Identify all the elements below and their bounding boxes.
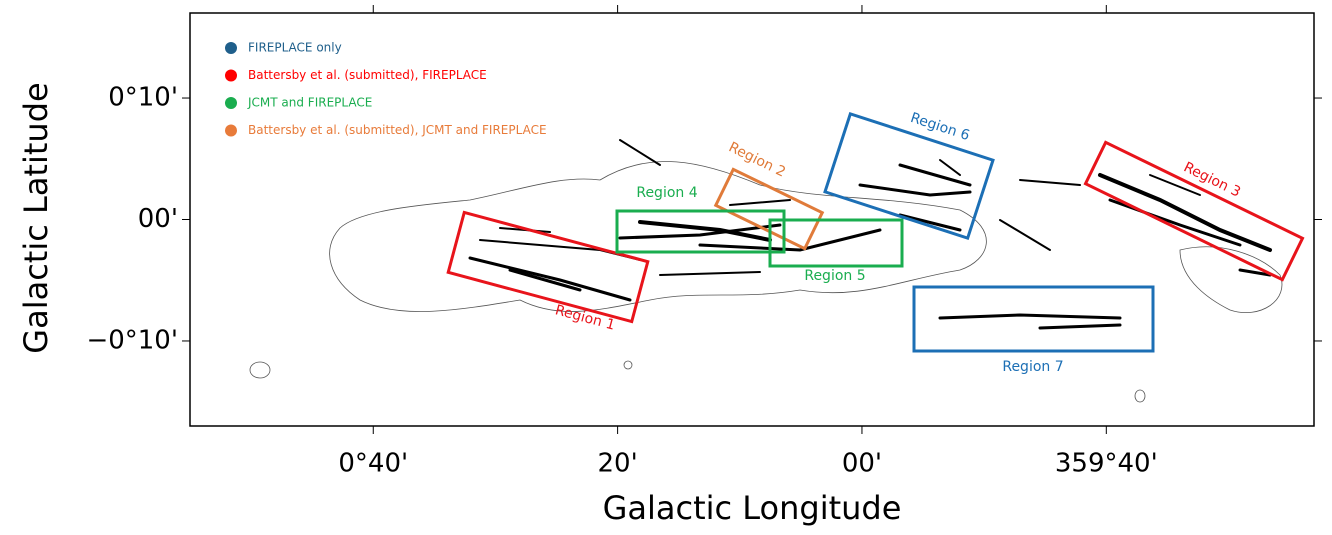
region-label: Region 1 <box>553 302 616 333</box>
y-tick-label: 0°10' <box>108 83 178 113</box>
legend-marker <box>225 70 237 82</box>
x-tick-label: 20' <box>597 449 637 479</box>
legend-label: FIREPLACE only <box>248 41 342 55</box>
x-tick-label: 00' <box>842 449 882 479</box>
figure: Galactic Longitude Galactic Latitude 0°4… <box>0 0 1332 531</box>
x-axis-label: Galactic Longitude <box>603 489 902 527</box>
legend-marker <box>225 42 237 54</box>
y-axis-label: Galactic Latitude <box>17 82 55 353</box>
legend-label: Battersby et al. (submitted), JCMT and F… <box>248 123 547 137</box>
region-label: Region 7 <box>1002 359 1063 375</box>
x-tick-label: 0°40' <box>338 449 408 479</box>
legend-marker <box>225 125 237 137</box>
region-label: Region 4 <box>636 185 697 201</box>
y-tick-label: −0°10' <box>86 325 178 355</box>
region-label: Region 5 <box>804 268 865 284</box>
x-tick-label: 359°40' <box>1055 449 1158 479</box>
region-label: Region 2 <box>726 139 788 180</box>
legend-marker <box>225 97 237 109</box>
region-label: Region 6 <box>908 110 971 144</box>
filaments <box>470 140 1270 328</box>
legend-label: Battersby et al. (submitted), FIREPLACE <box>248 68 487 82</box>
y-tick-label: 00' <box>138 204 178 234</box>
contours <box>250 161 1282 402</box>
legend-label: JCMT and FIREPLACE <box>247 96 372 110</box>
